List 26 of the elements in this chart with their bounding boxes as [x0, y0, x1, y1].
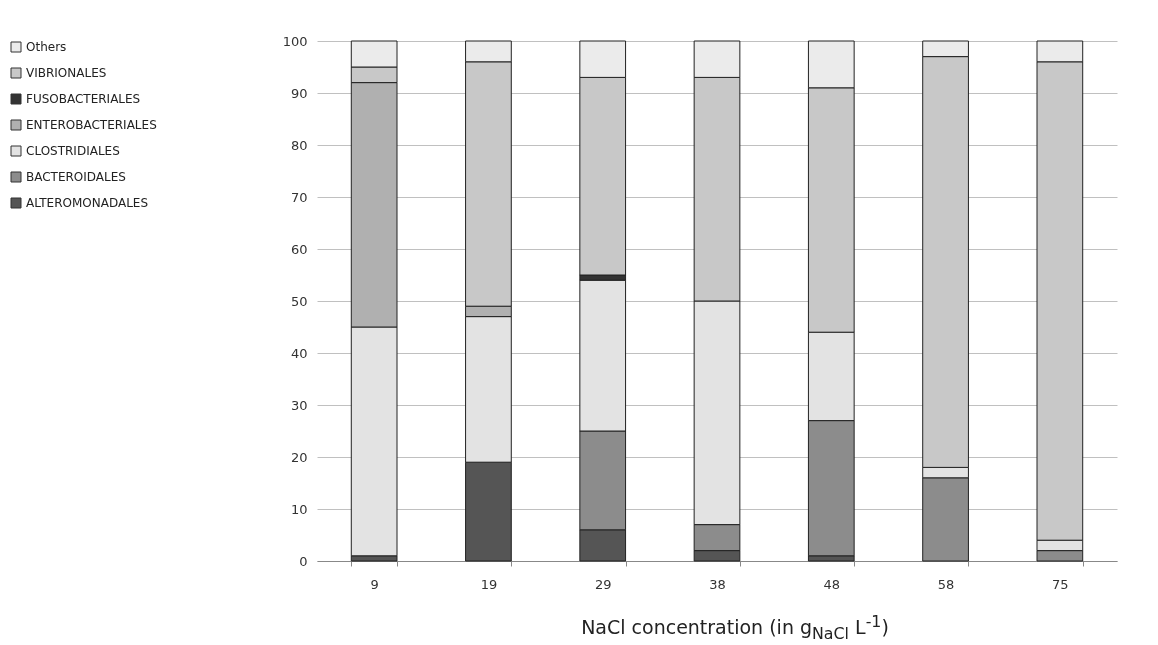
- y-tick-label: 30: [290, 397, 308, 413]
- y-tick-label: 40: [290, 345, 308, 361]
- x-tick-label: 29: [594, 576, 612, 592]
- x-axis-title: NaCl concentration (in g$_{NaCl}$ L$^{-1}$): [580, 612, 890, 644]
- x-tick-label: 75: [1052, 576, 1069, 592]
- legend-label: ALTEROMONADALES: [26, 196, 149, 210]
- legend-label: BACTEROIDALES: [26, 170, 126, 184]
- y-tick-label: 0: [299, 553, 308, 569]
- x-tick-label: 19: [480, 576, 498, 592]
- y-tick-label: 60: [290, 241, 308, 257]
- y-tick-label: 100: [282, 33, 308, 49]
- legend-label: FUSOBACTERIALES: [26, 92, 141, 106]
- y-tick-label: 80: [290, 137, 308, 153]
- legend-label: ENTEROBACTERIALES: [26, 118, 157, 132]
- y-tick-label: 10: [290, 501, 308, 517]
- y-tick-label: 50: [290, 293, 308, 309]
- legend-label: CLOSTRIDIALES: [26, 144, 120, 158]
- legend-label: Others: [26, 40, 67, 54]
- x-tick-label: 48: [823, 576, 841, 592]
- y-tick-label: 20: [290, 449, 308, 465]
- x-tick-label: 9: [370, 576, 379, 592]
- legend-label: VIBRIONALES: [26, 66, 107, 80]
- x-tick-label: 38: [709, 576, 726, 592]
- x-tick-label: 58: [937, 576, 955, 592]
- y-tick-label: 90: [290, 85, 308, 101]
- y-tick-label: 70: [290, 189, 308, 205]
